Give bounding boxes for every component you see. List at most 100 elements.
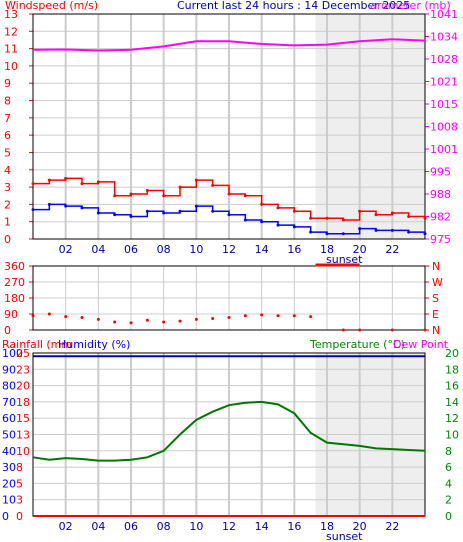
- gust-point: [243, 194, 247, 198]
- direction-point: [358, 328, 362, 332]
- temp-tick-label: 4: [445, 477, 452, 490]
- direction-point: [80, 316, 84, 320]
- wind-avg-point: [341, 232, 345, 236]
- wind-avg-point: [47, 202, 51, 206]
- humidity-tick-label: 70: [2, 396, 16, 409]
- wind-avg-point: [194, 204, 198, 208]
- wind-avg-point: [407, 230, 411, 234]
- x-tick-label: 12: [222, 520, 236, 533]
- sunset-label-top: sunset: [326, 253, 363, 266]
- humidity-tick-label: 50: [2, 429, 16, 442]
- gust-point: [260, 202, 264, 206]
- rain-tick-label: 8: [16, 461, 23, 474]
- temp-tick-label: 16: [445, 380, 459, 393]
- x-tick-label: 02: [59, 520, 73, 533]
- y2-tick-label: S: [432, 292, 439, 305]
- windspeed-axis-label: Windspeed (m/s): [5, 0, 98, 12]
- wind-avg-point: [113, 213, 117, 217]
- wind-avg-point: [31, 208, 35, 212]
- rain-tick-label: 23: [16, 363, 30, 376]
- x-tick-label: 08: [157, 520, 171, 533]
- y-tick-label: 0: [4, 324, 11, 337]
- gust-point: [129, 192, 133, 196]
- gust-point: [276, 206, 280, 210]
- direction-point: [292, 314, 296, 318]
- direction-point: [47, 312, 51, 316]
- rainfall-axis-label: Rainfall (mm: [2, 338, 72, 351]
- wind-avg-point: [243, 218, 247, 222]
- y2-tick-label: 1034: [430, 31, 458, 44]
- gust-point: [47, 178, 51, 182]
- direction-point: [227, 316, 231, 320]
- gust-point: [390, 211, 394, 215]
- y2-tick-label: 1001: [430, 143, 458, 156]
- wind-avg-point: [390, 228, 394, 232]
- x-tick-label: 04: [91, 520, 105, 533]
- humidity-tick-label: 90: [2, 363, 16, 376]
- temp-tick-label: 12: [445, 412, 459, 425]
- temp-tick-label: 6: [445, 461, 452, 474]
- direction-point: [178, 319, 182, 323]
- sunset-label-bottom: sunset: [326, 530, 363, 542]
- direction-point: [309, 315, 313, 319]
- x-tick-label: 14: [255, 520, 269, 533]
- humidity-tick-label: 60: [2, 412, 16, 425]
- gust-point: [113, 194, 117, 198]
- y-tick-label: 180: [4, 292, 25, 305]
- temp-tick-label: 10: [445, 429, 459, 442]
- barometer-series: [32, 38, 426, 52]
- humidity-tick-label: 0: [2, 510, 9, 523]
- direction-point: [194, 317, 198, 321]
- y-tick-label: 270: [4, 276, 25, 289]
- direction-point: [113, 320, 117, 324]
- x-tick-label: 18: [320, 520, 334, 533]
- rain-tick-label: 20: [16, 380, 30, 393]
- rain-tick-label: 0: [16, 510, 23, 523]
- humidity-tick-label: 40: [2, 445, 16, 458]
- y2-tick-label: 1028: [430, 53, 458, 66]
- gust-point: [341, 218, 345, 222]
- x-tick-label: 04: [91, 243, 105, 256]
- wind-avg-point: [64, 204, 68, 208]
- direction-point: [390, 328, 394, 332]
- y2-tick-label: 995: [430, 166, 451, 179]
- wind-avg-point: [325, 232, 329, 236]
- x-tick-label: 16: [287, 520, 301, 533]
- y-tick-label: 10: [4, 60, 18, 73]
- direction-point: [162, 320, 166, 324]
- barometer-axis-label: arometer (mb): [370, 0, 451, 12]
- y-tick-label: 90: [4, 308, 18, 321]
- plot-frame: [32, 265, 426, 331]
- humidity-tick-label: 10: [2, 494, 16, 507]
- gust-point: [80, 182, 84, 186]
- wind-avg-point: [276, 223, 280, 227]
- chart-title: Current last 24 hours : 14 December 2025: [177, 0, 410, 12]
- y-tick-label: 360: [4, 260, 25, 273]
- humidity-tick-label: 20: [2, 477, 16, 490]
- y-tick-label: 9: [4, 77, 11, 90]
- x-tick-label: 22: [385, 243, 399, 256]
- y-tick-label: 2: [4, 198, 11, 211]
- y-tick-label: 8: [4, 95, 11, 108]
- y-tick-label: 6: [4, 129, 11, 142]
- rain-tick-label: 5: [16, 477, 23, 490]
- gust-point: [162, 194, 166, 198]
- gust-point: [407, 215, 411, 218]
- temp-tick-label: 0: [445, 510, 452, 523]
- gust-point: [96, 180, 100, 184]
- temperature-axis-label: Temperature (°C): [309, 338, 405, 351]
- rain-tick-label: 3: [16, 494, 23, 507]
- direction-point: [129, 321, 133, 325]
- wind-avg-point: [162, 211, 166, 215]
- dewpoint-axis-label: Dew Point: [393, 338, 449, 351]
- direction-point: [31, 314, 35, 318]
- gust-point: [309, 216, 313, 220]
- gust-point: [178, 185, 182, 189]
- rain-tick-label: 10: [16, 445, 30, 458]
- direction-point: [243, 314, 247, 318]
- y2-tick-label: N: [432, 260, 440, 273]
- x-tick-label: 06: [124, 243, 138, 256]
- rain-tick-label: 18: [16, 396, 30, 409]
- direction-point: [341, 328, 345, 332]
